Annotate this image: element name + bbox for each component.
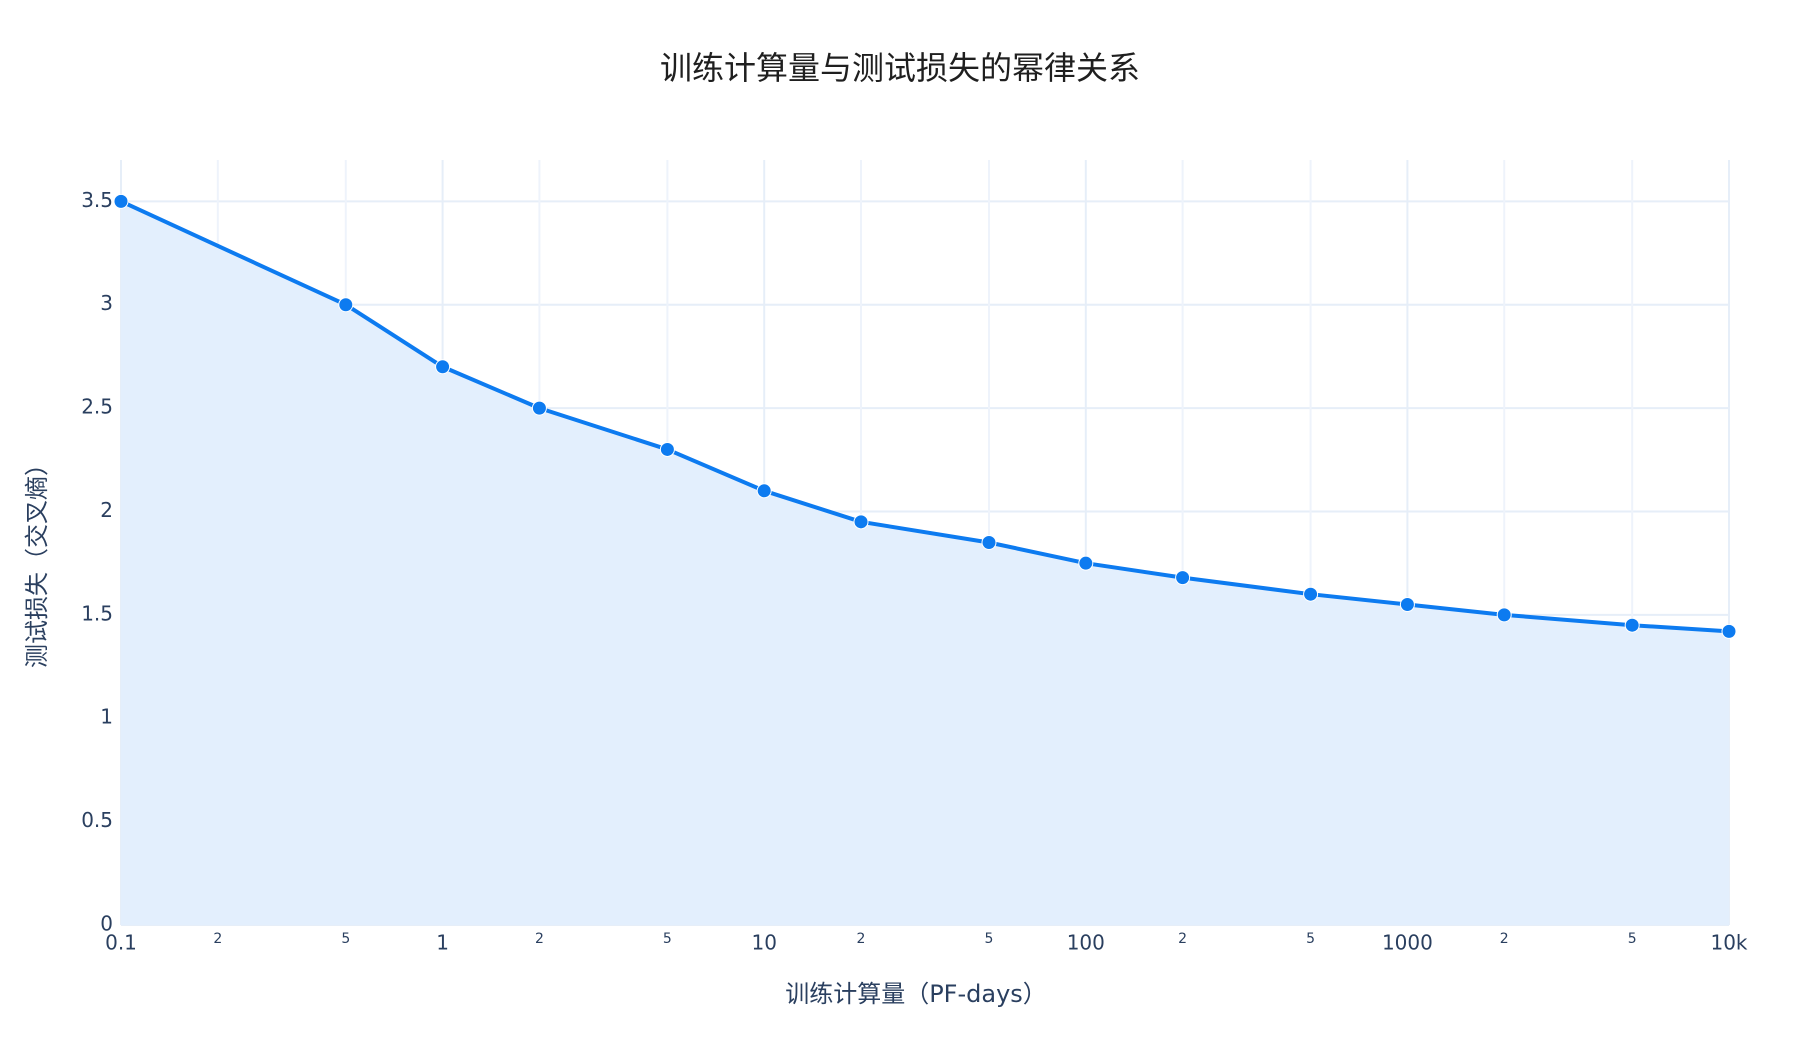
y-tick-label: 3 bbox=[100, 291, 113, 315]
x-tick-label-minor: 5 bbox=[1306, 931, 1315, 947]
data-point[interactable] bbox=[981, 535, 997, 550]
x-axis-title: 训练计算量（PF-days） bbox=[785, 980, 1047, 1008]
x-tick-label-minor: 2 bbox=[1500, 931, 1509, 947]
data-point[interactable] bbox=[853, 514, 869, 530]
data-point[interactable] bbox=[338, 297, 354, 313]
y-tick-label: 2.5 bbox=[81, 395, 113, 419]
y-tick-labels: 0 0.5 1 1.5 2 2.5 3 3.5 bbox=[81, 188, 113, 936]
x-tick-labels: 0.1 1 10 100 1000 10k 2 5 2 5 2 5 2 5 2 5 bbox=[105, 931, 1748, 955]
x-tick-label-minor: 5 bbox=[1628, 931, 1637, 947]
chart-title: 训练计算量与测试损失的幂律关系 bbox=[660, 49, 1140, 87]
data-point[interactable] bbox=[531, 400, 547, 416]
data-point[interactable] bbox=[113, 193, 129, 209]
y-tick-label: 0.5 bbox=[81, 808, 113, 832]
data-point[interactable] bbox=[659, 441, 675, 457]
data-point[interactable] bbox=[1721, 623, 1737, 639]
data-point[interactable] bbox=[1303, 586, 1319, 602]
x-tick-label-major: 100 bbox=[1067, 931, 1105, 955]
data-point[interactable] bbox=[1175, 570, 1191, 586]
data-point[interactable] bbox=[1624, 617, 1640, 633]
y-tick-label: 2 bbox=[100, 498, 113, 522]
point-layer bbox=[113, 193, 1737, 639]
y-axis-title: 测试损失（交叉熵） bbox=[23, 452, 51, 668]
data-point[interactable] bbox=[756, 483, 772, 499]
x-tick-label-minor: 2 bbox=[535, 931, 544, 947]
x-tick-label-major: 0.1 bbox=[105, 931, 137, 955]
x-tick-label-minor: 2 bbox=[857, 931, 866, 947]
x-tick-label-minor: 5 bbox=[341, 931, 350, 947]
data-point[interactable] bbox=[1496, 607, 1512, 623]
x-tick-label-major: 10k bbox=[1710, 931, 1747, 955]
x-tick-label-minor: 5 bbox=[663, 931, 672, 947]
data-point[interactable] bbox=[435, 359, 451, 375]
x-tick-label-major: 1000 bbox=[1382, 931, 1433, 955]
x-tick-label-minor: 2 bbox=[1178, 931, 1187, 947]
y-tick-label: 1 bbox=[100, 705, 113, 729]
series-area bbox=[121, 201, 1729, 926]
x-tick-label-minor: 5 bbox=[985, 931, 994, 947]
y-tick-label: 1.5 bbox=[81, 601, 113, 625]
data-point[interactable] bbox=[1078, 555, 1094, 571]
x-tick-label-major: 10 bbox=[751, 931, 776, 955]
area-layer bbox=[121, 201, 1729, 926]
x-tick-label-minor: 2 bbox=[213, 931, 222, 947]
x-tick-label-major: 1 bbox=[436, 931, 449, 955]
y-tick-label: 3.5 bbox=[81, 188, 113, 212]
data-point[interactable] bbox=[1399, 597, 1415, 613]
y-tick-label: 0 bbox=[100, 912, 113, 936]
